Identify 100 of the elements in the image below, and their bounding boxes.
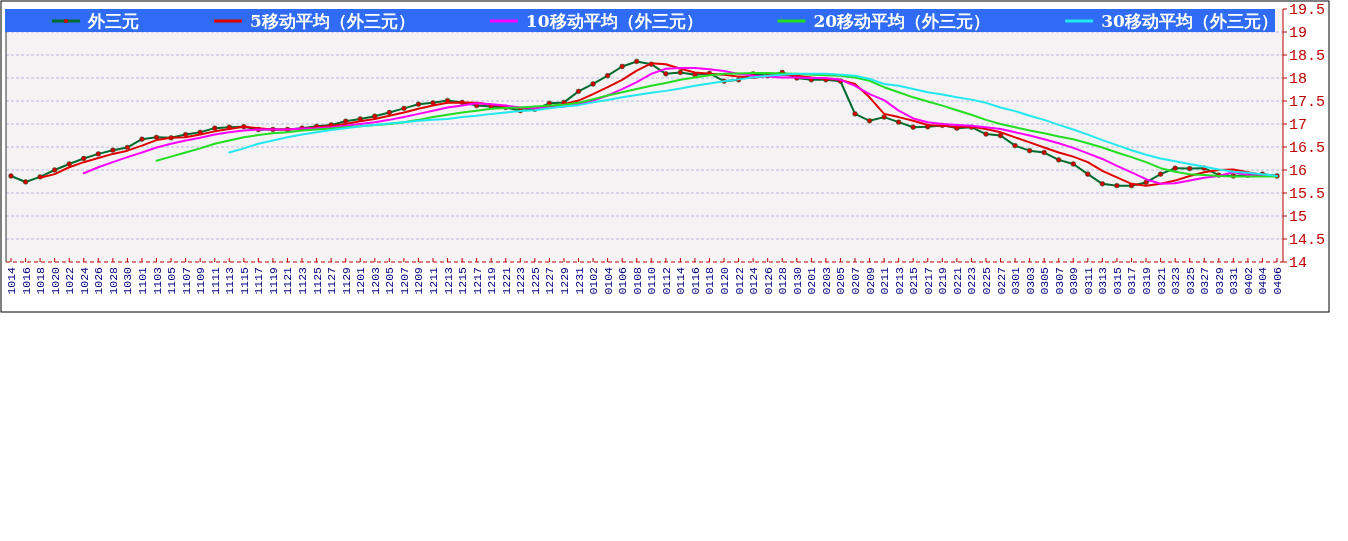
x-tick-label: 0225 [979, 266, 993, 295]
x-tick-label: 0321 [1154, 266, 1168, 295]
x-tick-label: 1115 [237, 266, 251, 295]
x-tick-label: 1018 [34, 266, 48, 295]
x-tick-label: 0315 [1110, 266, 1124, 295]
legend-label: 外三元 [87, 11, 139, 31]
legend-label: 5移动平均（外三元） [250, 11, 415, 31]
x-tick-label: 1101 [135, 266, 149, 295]
x-tick-label: 1207 [397, 267, 411, 295]
x-tick-label: 1217 [470, 267, 484, 295]
x-tick-label: 0309 [1067, 266, 1081, 295]
x-tick-label: 1129 [339, 266, 353, 295]
x-tick-label: 0203 [819, 266, 833, 295]
x-tick-label: 0406 [1271, 266, 1284, 295]
x-tick-label: 0205 [834, 266, 848, 295]
x-tick-label: 0124 [747, 266, 761, 295]
x-tick-label: 0313 [1096, 266, 1110, 295]
x-tick-label: 0327 [1198, 267, 1212, 295]
x-tick-label: 1121 [281, 266, 295, 295]
x-tick-label: 1125 [310, 266, 324, 295]
x-tick-label: 1209 [412, 266, 426, 295]
y-tick-label: 18.5 [1289, 48, 1326, 65]
x-tick-label: 0301 [1009, 266, 1023, 295]
x-tick-label: 0122 [732, 266, 746, 295]
x-tick-label: 1113 [223, 266, 237, 295]
x-tick-label: 0319 [1140, 266, 1154, 295]
x-tick-label: 0303 [1023, 266, 1037, 295]
x-tick-label: 0227 [994, 267, 1008, 295]
x-tick-label: 1109 [194, 266, 208, 295]
x-tick-label: 0329 [1212, 266, 1226, 295]
x-tick-label: 0207 [849, 267, 862, 295]
y-tick-label: 18 [1289, 71, 1308, 88]
x-tick-label: 1111 [208, 266, 222, 295]
x-tick-label: 0130 [790, 266, 804, 295]
x-tick-label: 0112 [659, 266, 673, 295]
y-tick-label: 15.5 [1289, 186, 1326, 203]
x-tick-label: 1022 [63, 266, 77, 295]
y-tick-label: 17 [1289, 117, 1308, 134]
y-tick-label: 17.5 [1289, 94, 1326, 111]
y-tick-label: 16 [1289, 163, 1308, 180]
x-tick-label: 1030 [121, 266, 135, 295]
x-tick-label: 0120 [718, 266, 732, 295]
x-tick-label: 1213 [441, 266, 455, 295]
x-tick-label: 0108 [630, 266, 644, 295]
x-tick-label: 0404 [1256, 266, 1270, 295]
x-tick-label: 1231 [572, 266, 586, 295]
x-tick-label: 1211 [427, 266, 440, 295]
x-tick-label: 1020 [48, 266, 62, 295]
x-tick-label: 1105 [165, 266, 179, 295]
x-tick-label: 0325 [1183, 266, 1197, 295]
x-tick-label: 1201 [354, 266, 368, 295]
x-tick-label: 0114 [674, 266, 688, 295]
x-tick-label: 1117 [252, 267, 266, 295]
x-tick-label: 0215 [907, 266, 921, 295]
legend-label: 10移动平均（外三元） [525, 11, 703, 31]
x-tick-label: 1223 [514, 266, 528, 295]
x-tick-label: 1229 [557, 266, 571, 295]
x-tick-label: 0402 [1241, 266, 1255, 295]
x-tick-label: 0102 [587, 266, 601, 295]
x-tick-label: 1127 [325, 267, 339, 295]
x-tick-label: 1215 [456, 266, 470, 295]
x-tick-label: 0118 [703, 266, 717, 295]
x-tick-label: 1225 [528, 266, 542, 295]
x-tick-label: 1203 [368, 266, 382, 295]
x-tick-label: 0213 [892, 266, 906, 295]
x-tick-label: 0211 [878, 266, 892, 295]
x-tick-label: 1024 [77, 266, 91, 295]
y-tick-label: 16.5 [1289, 140, 1326, 157]
x-tick-label: 1103 [150, 266, 164, 295]
x-tick-label: 0317 [1125, 267, 1139, 295]
x-tick-label: 1014 [5, 266, 18, 295]
legend-label: 30移动平均（外三元） [1101, 11, 1278, 31]
x-tick-label: 0110 [645, 266, 659, 295]
y-tick-label: 19.5 [1289, 2, 1326, 19]
x-tick-label: 1227 [543, 267, 557, 295]
x-tick-label: 0307 [1052, 267, 1066, 295]
x-tick-label: 0116 [688, 266, 702, 295]
x-tick-label: 0323 [1169, 266, 1183, 295]
legend-label: 20移动平均（外三元） [813, 11, 991, 31]
x-tick-label: 0217 [921, 267, 935, 295]
x-tick-label: 0106 [616, 266, 630, 295]
y-tick-label: 14.5 [1289, 232, 1326, 249]
y-tick-label: 19 [1289, 25, 1308, 42]
x-tick-label: 1205 [383, 266, 397, 295]
x-tick-label: 1107 [179, 267, 193, 295]
x-tick-label: 1028 [106, 266, 120, 295]
x-tick-label: 0311 [1081, 266, 1095, 295]
x-tick-label: 1119 [266, 266, 280, 295]
x-tick-label: 0305 [1038, 266, 1052, 295]
x-tick-label: 1219 [485, 266, 499, 295]
x-tick-label: 1026 [92, 266, 106, 295]
x-tick-label: 0221 [950, 266, 964, 295]
x-tick-label: 0331 [1227, 266, 1241, 295]
x-tick-label: 1016 [19, 266, 33, 295]
x-tick-label: 0128 [776, 266, 790, 295]
x-tick-label: 0223 [965, 266, 979, 295]
x-tick-label: 0219 [936, 266, 950, 295]
x-tick-label: 1123 [296, 266, 310, 295]
y-tick-label: 15 [1289, 209, 1308, 226]
x-tick-label: 0104 [601, 266, 615, 295]
